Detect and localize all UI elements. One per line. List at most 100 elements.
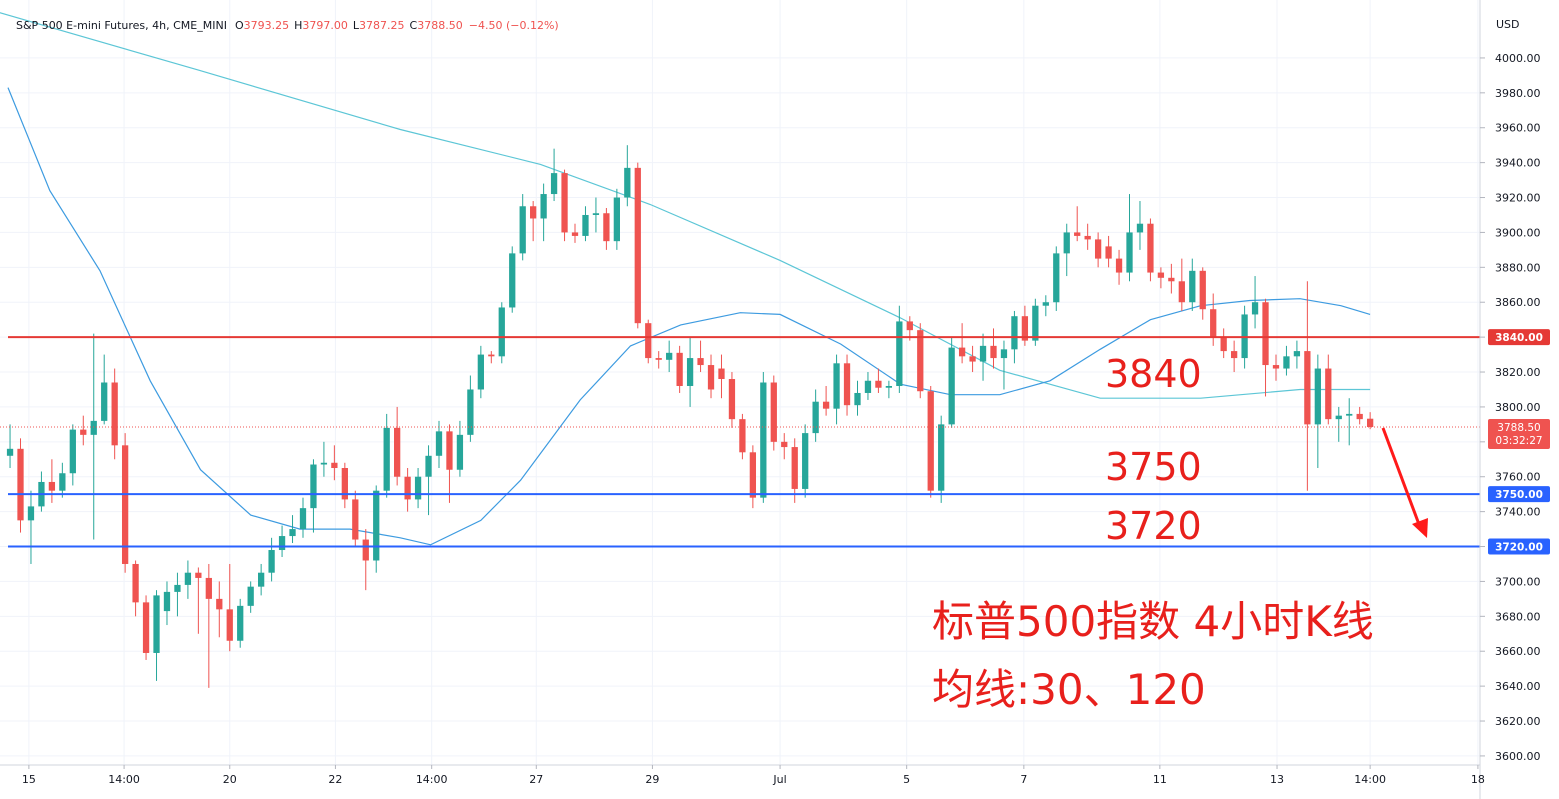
candle-body bbox=[812, 401, 819, 434]
candle-body bbox=[1053, 253, 1060, 303]
candle-body bbox=[634, 167, 641, 324]
candle-body bbox=[927, 391, 934, 491]
price-tag-label: 3840.00 bbox=[1495, 332, 1543, 344]
ohlc-label: C bbox=[410, 19, 418, 32]
candle-body bbox=[802, 433, 809, 489]
y-tick-label: 3920.00 bbox=[1495, 192, 1541, 205]
price-tag bbox=[1488, 538, 1550, 555]
level-annotation: 3840 bbox=[1105, 352, 1202, 396]
candle-body bbox=[1094, 239, 1102, 259]
moving-average bbox=[7, 87, 1371, 546]
candle-body bbox=[90, 420, 97, 435]
candle-body bbox=[435, 431, 443, 456]
candle-body bbox=[1335, 415, 1342, 420]
candle-body bbox=[456, 434, 464, 470]
candle-body bbox=[854, 392, 861, 406]
candle-body bbox=[875, 380, 882, 388]
ohlc-label: H bbox=[294, 19, 302, 32]
candle-body bbox=[896, 321, 903, 386]
candle-body bbox=[1084, 235, 1091, 240]
candle-body bbox=[278, 536, 286, 551]
candle-body bbox=[142, 602, 150, 653]
last-price-label: 3788.50 bbox=[1497, 422, 1540, 434]
candle-body bbox=[1325, 368, 1332, 420]
candle-body bbox=[938, 424, 945, 491]
candle-body bbox=[1168, 277, 1175, 282]
ohlc-value: 3788.50 bbox=[417, 19, 463, 32]
candle-body bbox=[739, 419, 746, 453]
candle-body bbox=[362, 539, 369, 561]
candle-body bbox=[1042, 302, 1049, 306]
y-tick-label: 3600.00 bbox=[1495, 750, 1541, 763]
y-tick-label: 3680.00 bbox=[1495, 610, 1541, 623]
y-tick-label: 3960.00 bbox=[1495, 122, 1541, 135]
candle-body bbox=[833, 363, 840, 409]
candle-body bbox=[1272, 365, 1280, 369]
candle-body bbox=[822, 401, 830, 409]
candle-body bbox=[205, 577, 212, 599]
candle-body bbox=[707, 365, 715, 390]
candle-body bbox=[864, 380, 872, 393]
candle-body bbox=[906, 321, 913, 331]
candle-body bbox=[843, 363, 851, 406]
candle-body bbox=[917, 330, 924, 392]
candle-body bbox=[383, 427, 390, 491]
candle-body bbox=[1000, 349, 1008, 359]
candle-body bbox=[1367, 418, 1374, 427]
x-tick-label: 27 bbox=[529, 773, 543, 786]
candle-body bbox=[948, 347, 955, 425]
x-tick-label: 15 bbox=[22, 773, 36, 786]
candle-body bbox=[1157, 272, 1165, 278]
candle-body bbox=[184, 572, 192, 585]
candle-body bbox=[310, 464, 317, 509]
change: −4.50 (−0.12%) bbox=[469, 19, 559, 32]
y-tick-label: 3880.00 bbox=[1495, 261, 1541, 274]
candle-body bbox=[770, 382, 777, 442]
candle-body bbox=[979, 345, 987, 362]
candle-body bbox=[1074, 232, 1081, 236]
candle-body bbox=[59, 473, 66, 491]
candle-body bbox=[498, 307, 505, 357]
candle-body bbox=[697, 358, 704, 366]
chart-header: S&P 500 E-mini Futures, 4h, CME_MINI O379… bbox=[16, 19, 559, 32]
candle-body bbox=[80, 429, 87, 435]
candle-body bbox=[48, 481, 56, 491]
ohlc-label: O bbox=[235, 19, 244, 32]
y-tick-label: 3700.00 bbox=[1495, 575, 1541, 588]
candle-body bbox=[969, 356, 976, 362]
candle-body bbox=[1011, 316, 1018, 350]
candle-body bbox=[132, 563, 139, 603]
candle-body bbox=[1230, 351, 1238, 359]
candle-body bbox=[27, 506, 35, 521]
candle-body bbox=[1356, 413, 1363, 420]
symbol-title: S&P 500 E-mini Futures, 4h, CME_MINI bbox=[16, 19, 227, 32]
candle-body bbox=[111, 382, 118, 446]
annotation: 均线:30、120 bbox=[932, 665, 1206, 714]
candle-body bbox=[446, 431, 453, 470]
y-tick-label: 3620.00 bbox=[1495, 715, 1541, 728]
candle-body bbox=[1032, 305, 1039, 341]
candle-body bbox=[1115, 258, 1123, 273]
x-tick-label: 7 bbox=[1020, 773, 1027, 786]
candle-body bbox=[268, 550, 275, 573]
candle-body bbox=[1304, 351, 1311, 425]
candle-body bbox=[414, 476, 422, 500]
x-tick-label: Jul bbox=[772, 773, 786, 786]
candle-body bbox=[352, 499, 359, 540]
ohlc-label: L bbox=[353, 19, 360, 32]
y-tick-label: 3740.00 bbox=[1495, 506, 1541, 519]
last-price-tag bbox=[1488, 418, 1550, 449]
candle-body bbox=[195, 572, 202, 578]
axes: 3600.00 3620.00 3640.00 3660.00 3680.00 3700.… bbox=[22, 52, 1550, 786]
candle-body bbox=[550, 173, 558, 195]
candle-body bbox=[1136, 223, 1144, 233]
currency-label: USD bbox=[1496, 18, 1520, 31]
candle-body bbox=[686, 358, 694, 386]
y-tick-label: 3800.00 bbox=[1495, 401, 1541, 414]
candle-body bbox=[1262, 302, 1269, 366]
candle-body bbox=[1189, 270, 1196, 303]
price-tag bbox=[1488, 329, 1550, 346]
candle-body bbox=[17, 448, 24, 521]
